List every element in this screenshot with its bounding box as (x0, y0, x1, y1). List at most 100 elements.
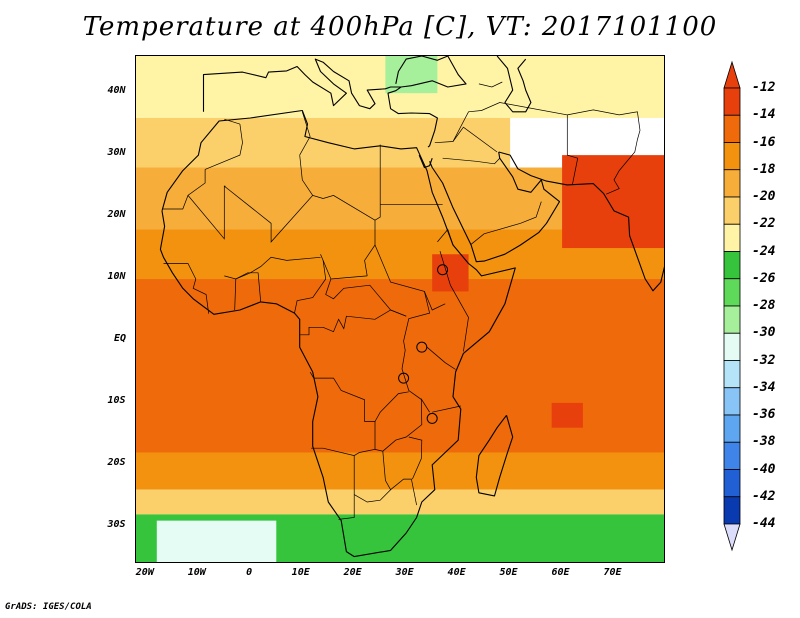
country-border (234, 272, 262, 311)
lake-outline (416, 341, 428, 353)
colorbar-tick-label: -30 (752, 325, 776, 341)
colorbar-tick-label: -14 (752, 107, 776, 123)
longitude-tick-label: 40E (447, 567, 466, 578)
colorbar-segment (723, 469, 741, 498)
temperature-zone (551, 402, 583, 428)
country-border (401, 291, 431, 413)
country-border (299, 111, 311, 156)
coastline-layer (159, 56, 664, 558)
colorbar-tick-label: -42 (752, 488, 776, 504)
latitude-tick-label: 30S (107, 518, 126, 530)
latitude-tick-label: 40N (107, 85, 126, 97)
colorbar-segment (723, 441, 741, 470)
country-border (323, 195, 376, 221)
colorbar-tick-label: -12 (752, 80, 776, 95)
colorbar-segment (723, 387, 741, 416)
colorbar-segment (723, 496, 741, 525)
country-border (439, 250, 469, 352)
colorbar-segment (723, 87, 741, 116)
colorbar-segment (723, 360, 741, 389)
coastline (496, 56, 532, 113)
temperature-zone (385, 56, 438, 94)
temperature-zone (136, 452, 664, 490)
country-border (224, 256, 321, 280)
colorbar-segment (723, 196, 741, 225)
longitude-tick-label: 20E (343, 567, 362, 578)
temperature-zone (156, 520, 277, 562)
colorbar-tick-label: -20 (752, 189, 776, 204)
longitude-tick-label: 20W (135, 567, 154, 578)
country-border (470, 201, 542, 245)
colorbar-segment (723, 332, 741, 361)
longitude-tick-label: 50E (499, 567, 518, 578)
colorbar-segment (723, 414, 741, 443)
latitude-tick-label: 10N (107, 271, 126, 283)
colorbar-tick-label: -38 (752, 434, 776, 450)
colorbar-tick-label: -32 (752, 352, 776, 368)
country-border (300, 309, 407, 336)
country-border (163, 263, 210, 314)
country-border (452, 126, 498, 153)
colorbar (723, 60, 741, 552)
coastline (395, 56, 467, 88)
latitude-tick-label: 20N (107, 209, 126, 221)
map-title: Temperature at 400hPa [C], VT: 201710110… (82, 12, 718, 42)
country-border (437, 228, 454, 246)
longitude-tick-label: 10E (291, 567, 310, 578)
country-border (299, 155, 313, 196)
colorbar-segment (723, 305, 741, 334)
grads-credit: GrADS: IGES/COLA (5, 602, 92, 612)
colorbar-tick-label: -34 (752, 379, 776, 395)
coastline (475, 414, 514, 497)
country-border (567, 109, 641, 195)
country-border (408, 436, 423, 480)
latitude-tick-label: 20S (107, 456, 126, 468)
colorbar-segment (723, 278, 741, 307)
country-border (481, 102, 579, 185)
country-border (224, 118, 241, 125)
temperature-zone (136, 279, 664, 453)
longitude-tick-label: 60E (551, 567, 570, 578)
country-border (434, 110, 482, 144)
colorbar-segment (723, 142, 741, 171)
longitude-tick-label: 10W (187, 567, 206, 578)
colorbar-over-triangle (723, 60, 741, 89)
colorbar-tick-label: -36 (752, 407, 776, 422)
temperature-zone (562, 155, 664, 249)
country-border (426, 346, 456, 370)
country-border (320, 254, 368, 280)
latitude-tick-label: 10S (107, 394, 126, 406)
longitude-tick-label: 0 (246, 567, 253, 578)
lake-outline (437, 264, 449, 276)
country-border (204, 124, 243, 170)
colorbar-tick-label: -16 (752, 134, 776, 150)
coastline (498, 151, 664, 292)
colorbar-segment (723, 223, 741, 252)
map-plot-area (135, 55, 665, 563)
country-border (374, 398, 423, 452)
country-border (309, 371, 376, 456)
coastline (429, 151, 561, 263)
country-border (374, 391, 409, 422)
coastline (202, 58, 438, 148)
colorbar-tick-label: -44 (752, 516, 776, 531)
colorbar-tick-label: -24 (752, 243, 776, 259)
temperature-zone (136, 489, 664, 515)
colorbar-tick-label: -22 (752, 216, 776, 232)
country-border (442, 157, 500, 165)
lake-outline (426, 412, 438, 424)
colorbar-tick-label: -18 (752, 161, 776, 177)
country-border (294, 260, 327, 314)
country-border (432, 405, 461, 413)
temperature-zone (136, 117, 511, 168)
latitude-tick-label: EQ (114, 332, 127, 344)
colorbar-tick-label: -28 (752, 298, 776, 313)
coastline (159, 109, 516, 558)
latitude-tick-label: 30N (107, 147, 126, 159)
longitude-tick-label: 30E (395, 567, 414, 578)
colorbar-tick-label: -40 (752, 461, 776, 477)
colorbar-segment (723, 169, 741, 198)
country-border (478, 81, 503, 88)
country-border (382, 451, 417, 506)
colorbar-segment (723, 114, 741, 143)
